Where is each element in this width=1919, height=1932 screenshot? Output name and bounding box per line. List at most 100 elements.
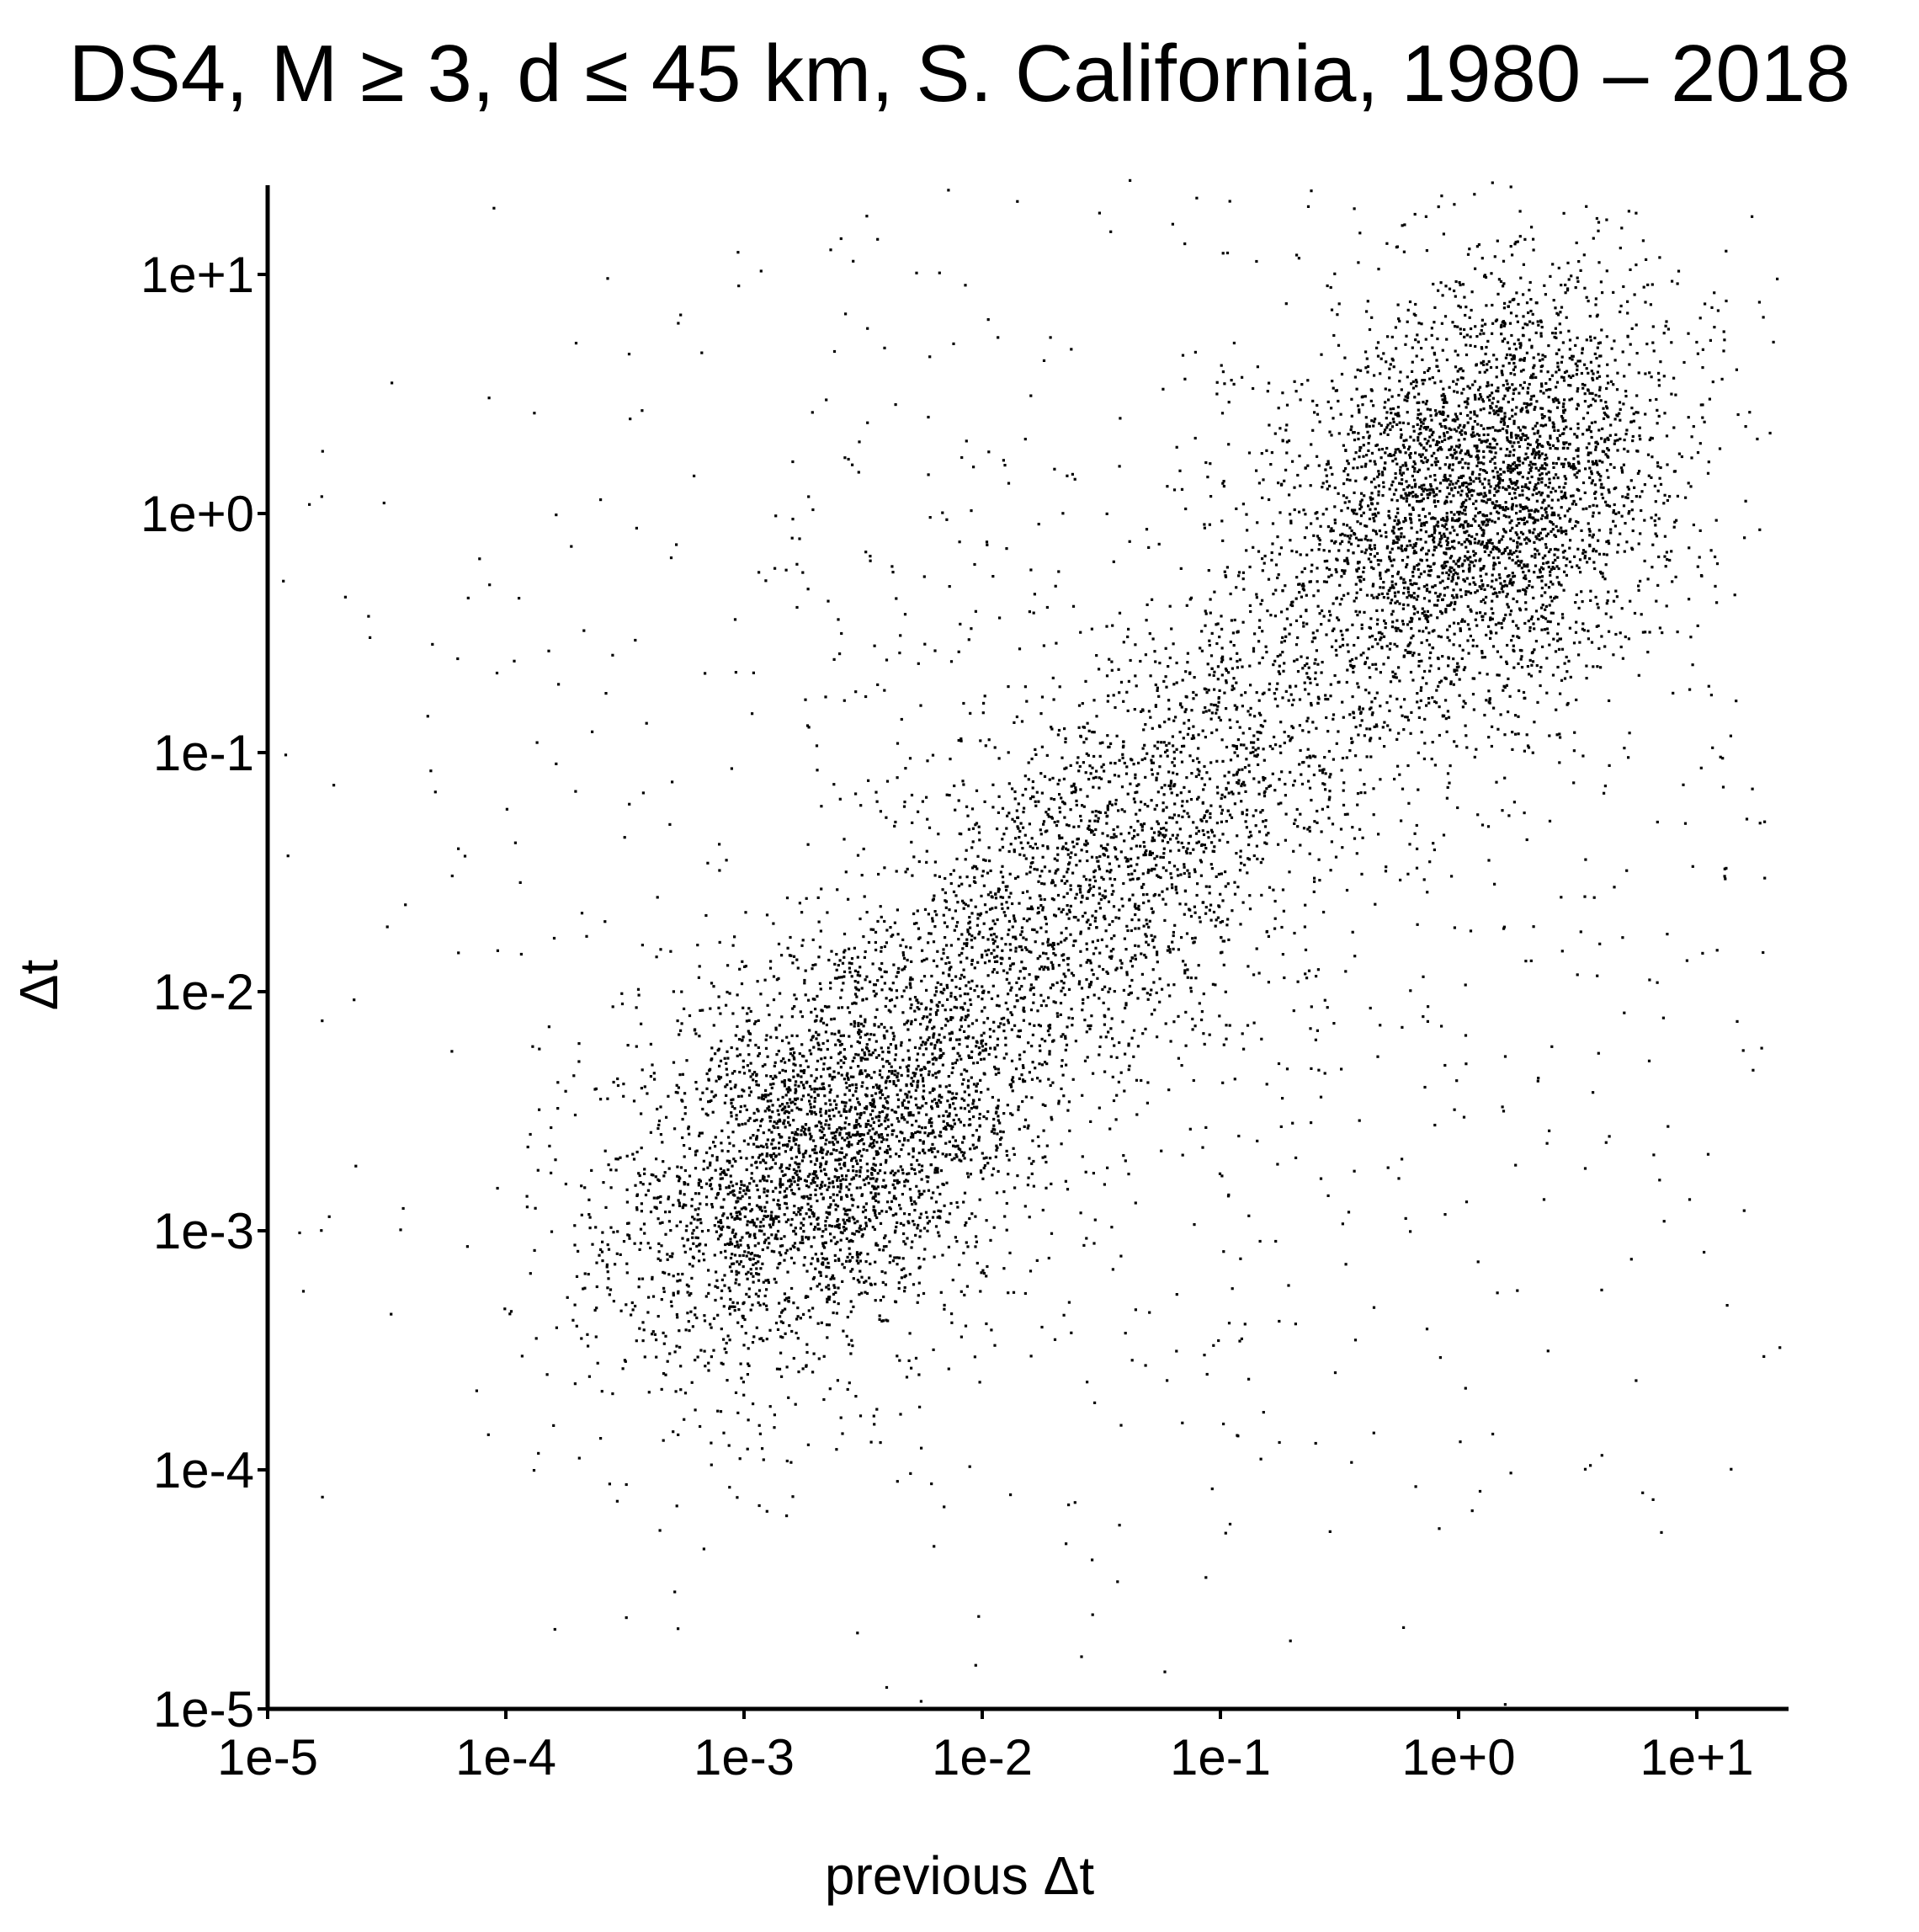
data-point	[939, 990, 943, 994]
data-point	[879, 1163, 882, 1166]
data-point	[750, 1177, 753, 1180]
data-point	[1101, 741, 1104, 744]
data-point	[1014, 950, 1018, 953]
data-point	[869, 1177, 872, 1180]
data-point	[966, 930, 970, 934]
data-point	[1085, 961, 1088, 964]
data-point	[1268, 784, 1273, 787]
data-point	[1074, 853, 1077, 856]
data-point	[905, 1376, 909, 1379]
data-point	[1057, 1102, 1060, 1105]
data-point	[934, 1200, 938, 1204]
data-point	[1193, 870, 1197, 874]
data-point	[718, 940, 721, 944]
data-point	[1252, 746, 1255, 749]
data-point	[932, 1062, 935, 1066]
data-point	[1043, 882, 1046, 886]
data-point	[674, 1090, 678, 1094]
data-point	[537, 1451, 540, 1455]
data-point	[948, 968, 951, 971]
data-point	[955, 1200, 959, 1205]
data-point	[1067, 1016, 1071, 1019]
data-point	[1210, 830, 1215, 834]
data-point	[753, 1253, 757, 1257]
data-point	[874, 993, 878, 996]
data-point	[857, 1065, 860, 1068]
data-point	[741, 1195, 744, 1198]
data-point	[1055, 869, 1058, 873]
data-point	[909, 986, 912, 989]
data-point	[1005, 888, 1008, 891]
data-point	[887, 1145, 890, 1148]
data-point	[1152, 945, 1156, 949]
data-point	[1176, 833, 1179, 837]
data-point	[1169, 1040, 1172, 1043]
data-point	[946, 955, 949, 960]
data-point	[787, 1078, 790, 1082]
data-point	[684, 1328, 688, 1332]
data-point	[662, 1290, 666, 1293]
data-point	[791, 1100, 795, 1104]
data-point	[608, 1482, 611, 1486]
data-point	[772, 998, 776, 1002]
data-point	[1300, 570, 1304, 574]
data-point	[843, 1207, 846, 1211]
data-point	[869, 1113, 872, 1116]
data-point	[779, 1315, 782, 1318]
data-point	[762, 1224, 765, 1227]
data-point	[806, 1174, 810, 1178]
data-point	[1209, 611, 1212, 615]
data-point	[967, 1035, 970, 1038]
data-point	[1090, 855, 1094, 859]
data-point	[1049, 943, 1052, 946]
data-point	[649, 1042, 652, 1046]
data-point	[1172, 865, 1177, 868]
data-point	[944, 1110, 948, 1113]
data-point	[1202, 788, 1205, 791]
data-point	[1169, 849, 1172, 853]
data-point	[800, 1075, 803, 1078]
data-point	[1233, 881, 1236, 884]
data-point	[715, 1230, 718, 1233]
data-point	[985, 1275, 988, 1278]
data-point	[1278, 778, 1281, 781]
data-point	[888, 1261, 891, 1264]
data-point	[1204, 688, 1208, 691]
data-point	[1140, 801, 1143, 804]
data-point	[1014, 937, 1018, 940]
data-point	[733, 1085, 736, 1088]
data-point	[529, 1272, 532, 1275]
data-point	[1164, 833, 1167, 837]
data-point	[936, 1216, 939, 1219]
data-point	[1040, 881, 1044, 886]
data-point	[643, 1355, 646, 1359]
data-point	[1209, 903, 1213, 907]
data-point	[1252, 734, 1256, 737]
data-point	[1051, 1081, 1055, 1084]
data-point	[997, 1025, 1000, 1029]
data-point	[776, 1120, 779, 1123]
data-point	[1247, 965, 1250, 968]
data-point	[951, 1136, 954, 1139]
data-point	[1020, 930, 1023, 934]
data-point	[691, 1232, 694, 1235]
data-point	[714, 1052, 717, 1056]
data-point	[858, 1041, 861, 1045]
data-point	[1210, 731, 1214, 735]
data-point	[1192, 697, 1195, 700]
data-point	[1095, 769, 1098, 773]
data-point	[864, 1221, 868, 1225]
data-point	[893, 1073, 896, 1077]
data-point	[737, 1038, 742, 1041]
data-point	[873, 1227, 876, 1231]
data-point	[807, 1208, 811, 1211]
data-point	[1134, 913, 1137, 917]
data-point	[719, 1184, 722, 1188]
data-point	[880, 945, 883, 950]
data-point	[1232, 774, 1236, 777]
data-point	[1184, 849, 1188, 853]
data-point	[789, 1189, 794, 1192]
data-point	[780, 1163, 784, 1167]
data-point	[841, 1100, 844, 1104]
data-point	[1164, 750, 1167, 753]
